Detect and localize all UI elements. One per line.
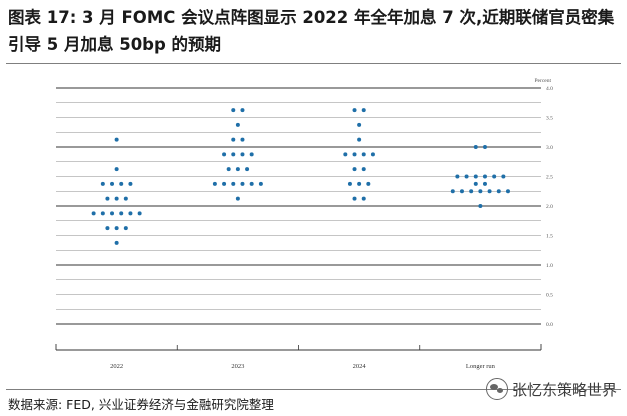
y-tick-label: 3.5 [546, 116, 553, 122]
dot-marker [100, 211, 105, 216]
dot-marker [231, 181, 236, 186]
watermark: 张忆东策略世界 [485, 378, 617, 400]
dot-marker [105, 226, 110, 231]
dot-marker [482, 174, 487, 179]
dot-marker [128, 211, 133, 216]
dot-marker [352, 108, 357, 113]
title-divider [6, 63, 621, 64]
x-tick-label: 2023 [231, 363, 244, 370]
dot-marker [240, 137, 245, 142]
dot-marker [478, 189, 483, 194]
dot-marker [357, 137, 362, 142]
dot-marker [357, 181, 362, 186]
dot-marker [361, 196, 366, 201]
dot-marker [235, 167, 240, 172]
y-tick-label: 3.0 [546, 145, 553, 151]
y-tick-label: 1.0 [546, 263, 553, 269]
dot-marker [222, 152, 227, 157]
dot-marker [361, 167, 366, 172]
x-tick-label: Longer run [466, 363, 496, 370]
watermark-text: 张忆东策略世界 [511, 380, 617, 399]
x-tick-label: 2024 [353, 363, 367, 370]
dot-marker [478, 204, 483, 208]
dot-marker [473, 174, 478, 179]
y-tick-label: 4.0 [546, 86, 553, 92]
dot-marker [114, 226, 119, 231]
dot-marker [505, 189, 510, 194]
source-note: 数据来源: FED, 兴业证券经济与金融研究院整理 [8, 397, 274, 412]
dot-marker [231, 108, 236, 113]
dot-marker [361, 108, 366, 113]
dot-marker [240, 152, 245, 157]
dot-marker [357, 122, 362, 127]
dot-marker [114, 167, 119, 172]
dot-marker [91, 211, 96, 216]
dot-marker [482, 145, 487, 149]
dot-marker [123, 196, 128, 201]
dot-marker [343, 152, 348, 157]
dot-marker [455, 174, 460, 179]
dot-marker [231, 137, 236, 142]
dot-marker [469, 189, 474, 194]
dot-marker [464, 174, 469, 179]
dot-marker [226, 167, 231, 172]
dot-marker [487, 189, 492, 194]
dot-marker [352, 167, 357, 172]
y-axis-unit-label: Percent [535, 78, 552, 84]
dot-marker [240, 108, 245, 113]
dot-marker [114, 137, 119, 142]
dot-marker [249, 181, 254, 186]
dot-layer [91, 108, 510, 245]
dot-marker [100, 181, 105, 186]
dot-marker [212, 181, 217, 186]
x-tick-label: 2022 [110, 363, 123, 370]
axis-layer: 0.0 0.5 1.0 1.5 2.0 2.5 3.0 3.5 4.0 2022 2023 2024 L… [55, 86, 553, 370]
y-tick-label: 1.5 [546, 234, 553, 240]
dot-marker [366, 181, 371, 186]
dot-marker [473, 181, 478, 186]
dot-marker [235, 196, 240, 201]
y-tick-label: 0.0 [546, 322, 553, 328]
dot-marker [235, 122, 240, 127]
dot-marker [245, 167, 250, 172]
dot-marker [231, 152, 236, 157]
dot-marker [482, 181, 487, 186]
dot-marker [473, 145, 478, 149]
dot-marker [258, 181, 263, 186]
dot-marker [352, 196, 357, 201]
dot-marker [370, 152, 375, 157]
dot-marker [459, 189, 464, 194]
dot-marker [249, 152, 254, 157]
dot-marker [347, 181, 352, 186]
dot-marker [110, 181, 115, 186]
dot-marker [222, 181, 227, 186]
dot-marker [501, 174, 506, 179]
dot-marker [240, 181, 245, 186]
dot-marker [128, 181, 133, 186]
y-tick-label: 0.5 [546, 293, 553, 299]
dot-marker [361, 152, 366, 157]
wechat-icon [485, 378, 508, 400]
dot-marker [119, 181, 124, 186]
grid-layer [56, 87, 541, 325]
dot-marker [450, 189, 455, 194]
dot-marker [492, 174, 497, 179]
dot-marker [352, 152, 357, 157]
dot-marker [105, 196, 110, 201]
chart-title: 图表 17: 3 月 FOMC 会议点阵图显示 2022 年全年加息 7 次,近… [8, 8, 615, 54]
dot-marker [114, 240, 119, 245]
dot-marker [119, 211, 124, 216]
dot-marker [110, 211, 115, 216]
y-tick-label: 2.5 [546, 175, 553, 181]
dot-marker [123, 226, 128, 231]
dot-marker [114, 196, 119, 201]
y-tick-label: 2.0 [546, 204, 553, 210]
dot-marker [496, 189, 501, 194]
dot-marker [137, 211, 142, 216]
source-divider [6, 389, 621, 390]
